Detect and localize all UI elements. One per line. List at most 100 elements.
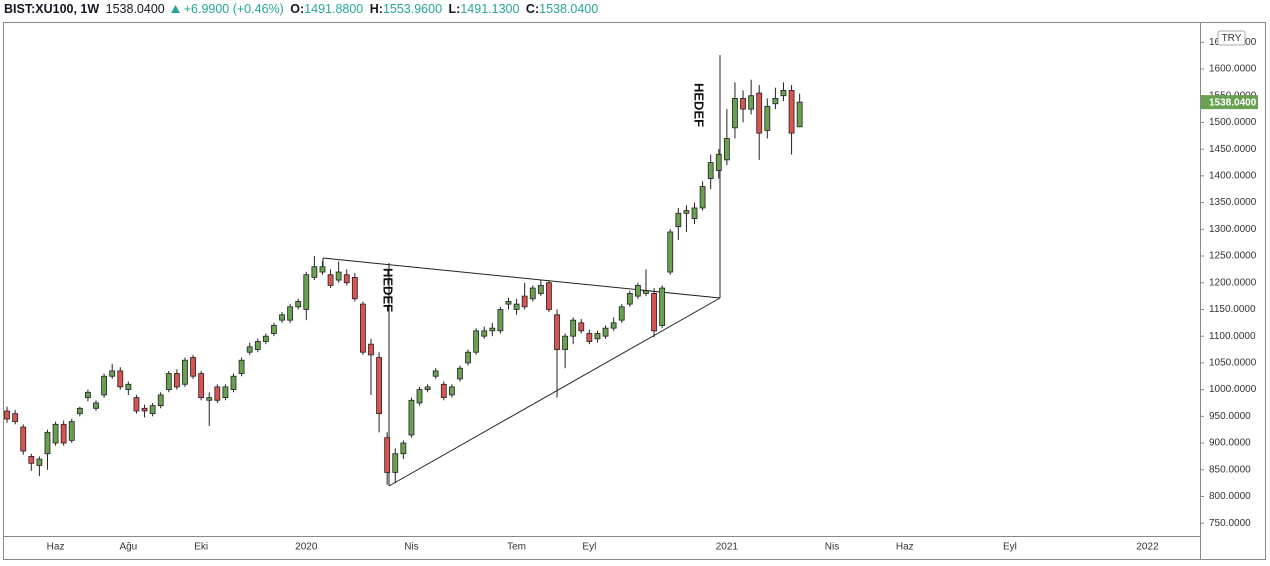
candle-body — [238, 359, 245, 374]
candle-body — [489, 327, 496, 332]
y-tick-label: 1400.0000 — [1209, 171, 1257, 182]
x-tick-label: 2020 — [295, 542, 318, 553]
candle-body — [513, 303, 520, 310]
candle-body — [303, 274, 310, 310]
candle-body — [546, 282, 552, 310]
candle-body — [4, 410, 10, 420]
x-tick-label: 2021 — [716, 542, 739, 553]
low: 1491.1300 — [460, 2, 520, 16]
candle-body — [788, 89, 795, 134]
candle-body — [109, 370, 116, 377]
x-tick-label: Tem — [507, 542, 526, 553]
y-tick-label: 1050.0000 — [1209, 358, 1257, 369]
y-tick-label: 1100.0000 — [1209, 331, 1256, 342]
x-tick-label: Haz — [896, 542, 914, 553]
symbol: BIST:XU100, 1W — [4, 2, 100, 16]
candle-body — [578, 322, 585, 332]
y-tick-label: 1200.0000 — [1209, 277, 1257, 288]
annotation: HEDEF — [691, 83, 706, 127]
candle-body — [392, 453, 399, 473]
candle-body — [424, 386, 431, 391]
candle-body — [254, 341, 261, 350]
candle-body — [52, 423, 59, 444]
open-label: O: — [290, 2, 305, 16]
up-arrow — [171, 5, 181, 13]
currency-label: TRY — [1222, 33, 1242, 44]
y-tick-label: 850.0000 — [1209, 464, 1251, 475]
candle-body — [343, 274, 350, 284]
candle-body — [772, 98, 779, 105]
last-price-tag — [1201, 95, 1258, 110]
candle-body — [740, 98, 746, 110]
high-label: H: — [369, 2, 383, 16]
y-tick-label: 900.0000 — [1209, 438, 1251, 449]
x-tick-label: Eyl — [1003, 542, 1017, 553]
candle-body — [481, 330, 488, 337]
candle-body — [570, 319, 577, 337]
candle-body — [691, 207, 698, 220]
last-price-label: 1538.0400 — [1209, 97, 1257, 108]
candle-body — [384, 437, 391, 473]
close: 1538.0400 — [539, 2, 599, 16]
candle-body — [125, 383, 132, 391]
x-tick-label: 2022 — [1136, 542, 1159, 553]
y-tick-label: 1600.0000 — [1209, 64, 1257, 75]
candle-body — [497, 309, 504, 332]
candle-body — [756, 92, 763, 134]
legend-header: BIST:XU100, 1W 1538.0400 +6.9900 (+0.46%… — [4, 2, 601, 16]
annotation: HEDEF — [380, 268, 395, 312]
candle-body — [457, 367, 463, 380]
candle-body — [206, 397, 213, 401]
candle-body — [586, 333, 593, 342]
candle-body — [335, 271, 342, 281]
candle-body — [764, 106, 771, 131]
candle-body — [780, 89, 787, 97]
y-tick-label: 750.0000 — [1209, 518, 1251, 529]
candle-body — [699, 186, 706, 209]
candle-body — [230, 375, 237, 391]
candle-body — [76, 407, 83, 415]
candle-body — [20, 426, 27, 452]
x-tick-label: Nis — [404, 542, 418, 553]
open: 1491.8800 — [304, 2, 364, 16]
candle-body — [279, 314, 285, 321]
candle-body — [222, 386, 229, 399]
candle-body — [157, 394, 164, 407]
y-tick-label: 950.0000 — [1209, 411, 1251, 422]
candle-body — [68, 421, 75, 441]
y-tick-label: 1450.0000 — [1209, 144, 1257, 155]
candle-body — [634, 285, 641, 297]
candle-body — [376, 357, 382, 415]
x-tick-label: Eki — [194, 542, 208, 553]
candle-body — [659, 287, 666, 326]
candle-body — [319, 266, 326, 273]
candle-body — [707, 162, 714, 179]
candle-body — [683, 210, 690, 214]
candle-body — [618, 306, 625, 321]
candle-body — [594, 333, 601, 340]
candle-body — [610, 322, 617, 329]
candle-body — [562, 335, 569, 350]
x-tick-label: Nis — [825, 542, 839, 553]
candle-body — [190, 357, 196, 377]
candle-body — [60, 423, 67, 444]
candle-body — [311, 266, 318, 278]
y-tick-label: 1350.0000 — [1209, 197, 1257, 208]
candle-body — [351, 276, 358, 300]
y-tick-label: 1150.0000 — [1209, 304, 1256, 315]
candle-body — [101, 375, 107, 396]
candle-body — [271, 325, 277, 334]
candle-body — [408, 399, 415, 436]
candle-body — [262, 335, 269, 342]
candle-body — [465, 351, 471, 364]
candle-body — [141, 407, 148, 412]
candle-body — [505, 301, 512, 305]
currency-button — [1217, 30, 1246, 46]
high: 1553.9600 — [382, 2, 443, 16]
candle-body — [748, 95, 755, 110]
candle-body — [667, 231, 674, 273]
candle-body — [416, 389, 423, 404]
candle-body — [643, 290, 649, 294]
candle-body — [360, 303, 366, 353]
